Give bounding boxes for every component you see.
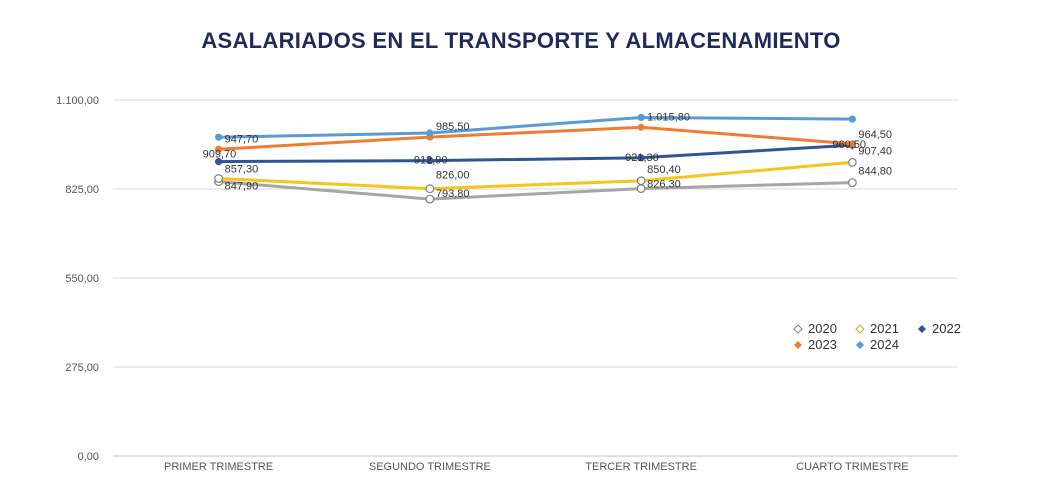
legend-marker-2023 xyxy=(794,341,802,349)
legend-marker-2020 xyxy=(793,324,803,334)
data-point-2021 xyxy=(636,176,646,186)
data-point-2024 xyxy=(426,129,434,137)
data-label-2020: 847,90 xyxy=(225,181,259,193)
data-label-2022: 909,70 xyxy=(203,149,237,161)
x-tick-label: PRIMER TRIMESTRE xyxy=(164,461,273,473)
y-tick-label: 825,00 xyxy=(65,184,99,196)
data-label-2023: 964,50 xyxy=(858,129,892,141)
y-tick-label: 550,00 xyxy=(65,273,99,285)
data-label-2021: 826,00 xyxy=(436,170,470,182)
series-line-2020 xyxy=(218,180,853,201)
legend-label-2023: 2023 xyxy=(808,337,837,352)
data-point-2020 xyxy=(847,178,857,187)
x-tick-label: TERCER TRIMESTRE xyxy=(585,461,697,473)
data-label-2020: 793,80 xyxy=(436,188,470,200)
data-point-2022 xyxy=(215,157,223,166)
y-tick-label: 1.100,00 xyxy=(56,95,99,107)
data-point-2022 xyxy=(426,156,434,165)
x-tick-label: SEGUNDO TRIMESTRE xyxy=(369,461,491,473)
data-label-2021: 857,30 xyxy=(225,164,259,176)
x-tick-label: CUARTO TRIMESTRE xyxy=(796,461,908,473)
data-point-2021 xyxy=(425,184,435,194)
data-label-2022: 912,90 xyxy=(414,155,448,167)
data-label-2023: 947,70 xyxy=(225,133,259,145)
legend-label-2024: 2024 xyxy=(870,337,899,352)
data-label-2020: 826,30 xyxy=(647,179,681,191)
data-point-2023 xyxy=(848,140,856,148)
data-point-2022 xyxy=(637,154,645,162)
y-tick-label: 275,00 xyxy=(65,362,99,374)
data-point-2024 xyxy=(848,115,856,123)
data-point-2023 xyxy=(215,145,223,153)
legend-label-2021: 2021 xyxy=(870,321,899,336)
y-tick-label: 0,00 xyxy=(78,451,99,463)
data-label-2021: 850,40 xyxy=(647,164,681,176)
chart-title: ASALARIADOS EN EL TRANSPORTE Y ALMACENAM… xyxy=(201,28,841,53)
series-line-2021 xyxy=(218,160,853,191)
data-label-2023: 985,50 xyxy=(436,121,470,133)
legend-label-2022: 2022 xyxy=(932,321,961,336)
data-label-2021: 907,40 xyxy=(858,145,892,157)
legend-label-2020: 2020 xyxy=(808,321,837,336)
legend-marker-2021 xyxy=(855,324,865,334)
data-point-2020 xyxy=(636,184,646,193)
data-label-2022: 960,50 xyxy=(832,139,866,151)
data-point-2021 xyxy=(214,174,224,183)
legend-marker-2022 xyxy=(918,325,926,333)
data-point-2020 xyxy=(425,194,435,204)
series-line-2024 xyxy=(218,116,853,139)
data-label-2022: 921,30 xyxy=(625,152,659,164)
data-point-2023 xyxy=(637,123,645,131)
series-line-2022 xyxy=(218,143,853,164)
data-label-2020: 844,80 xyxy=(858,166,892,178)
legend-marker-2024 xyxy=(856,341,864,349)
data-point-2021 xyxy=(847,157,857,167)
data-label-2023: 1.015,80 xyxy=(647,111,690,123)
series-line-2023 xyxy=(218,125,853,151)
data-point-2024 xyxy=(215,133,223,141)
data-point-2024 xyxy=(637,113,645,122)
